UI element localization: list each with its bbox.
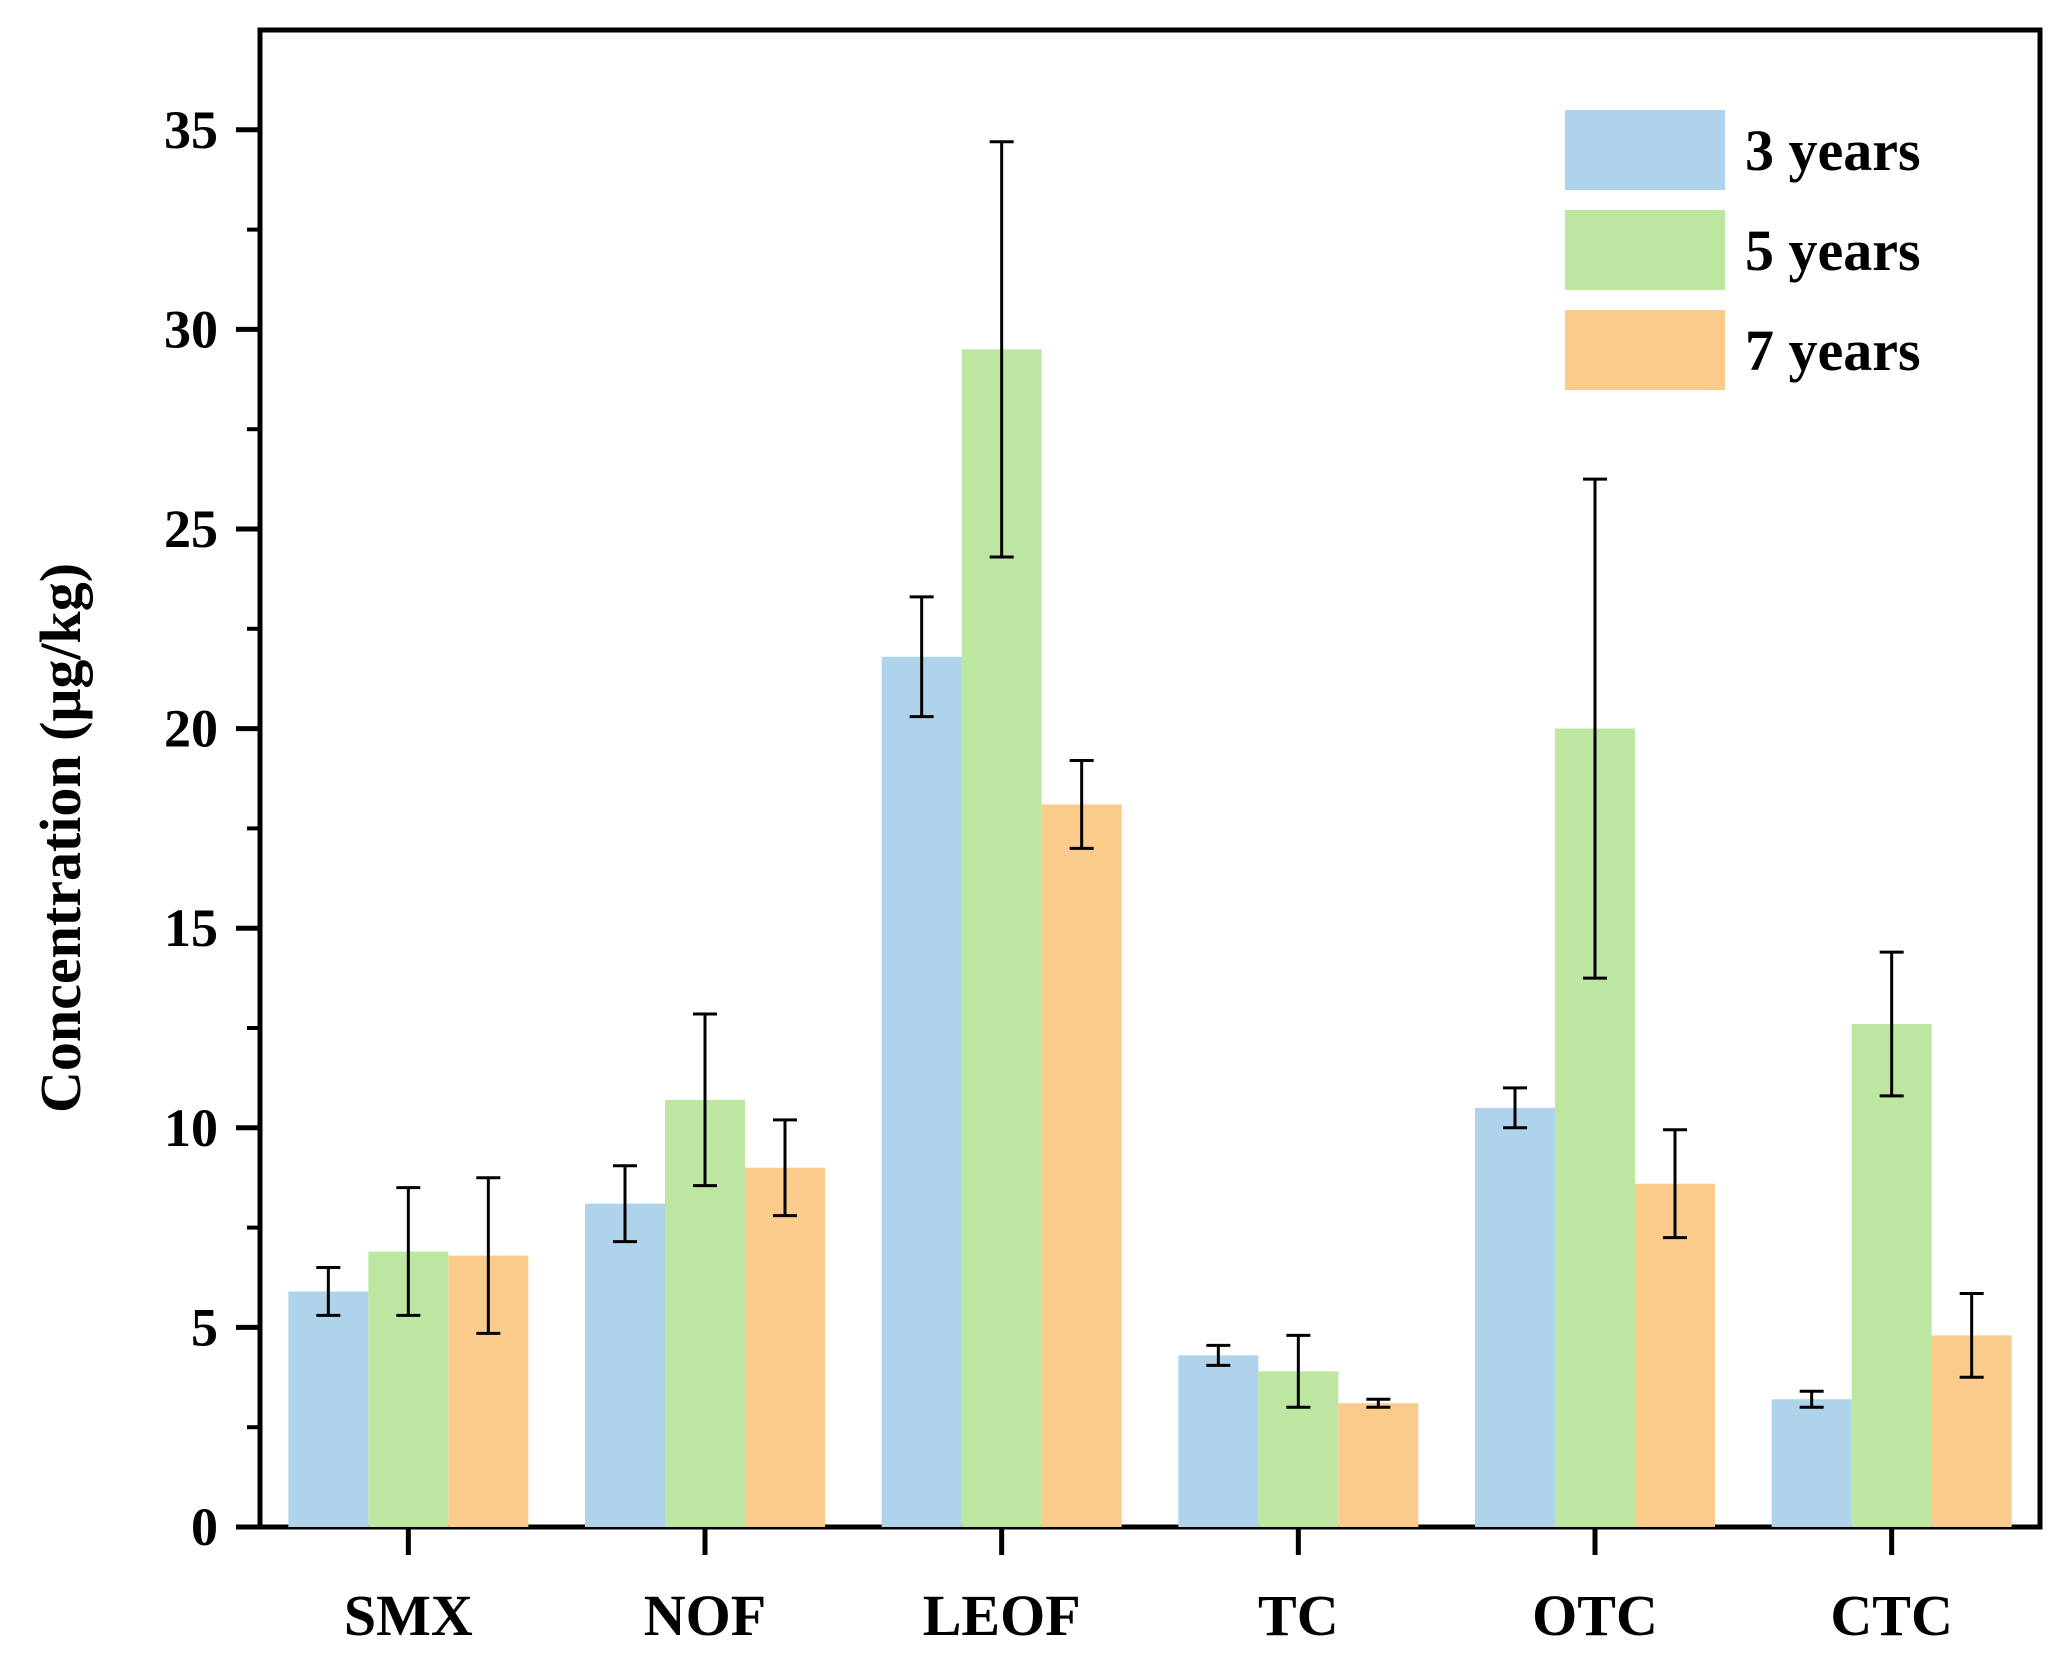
x-tick-label-tc: TC [1258, 1583, 1339, 1648]
bar-otc-3-years [1475, 1107, 1555, 1527]
y-tick-label: 0 [191, 1497, 218, 1557]
error-bar-nof-7-years [773, 1118, 797, 1218]
bar-ctc-3-years [1771, 1399, 1852, 1527]
bar-nof-7-years [745, 1167, 825, 1527]
y-tick-label: 20 [164, 699, 218, 759]
legend-swatch [1565, 210, 1725, 290]
error-bar-smx-7-years [476, 1176, 501, 1335]
error-bar-tc-3-years [1206, 1343, 1231, 1367]
error-bar-nof-5-years [693, 1012, 717, 1188]
y-tick-label: 30 [164, 299, 218, 359]
y-axis: 0 5 10 15 20 25 30 35 [164, 100, 260, 1557]
bar-leof-7-years [1041, 804, 1122, 1527]
plot-area [257, 27, 2043, 1530]
y-tick-label: 15 [164, 898, 218, 958]
y-tick-label: 35 [164, 100, 218, 160]
y-tick-label: 5 [191, 1297, 218, 1357]
legend-item-5-years: 5 years [1565, 210, 1921, 290]
error-bar-ctc-5-years [1879, 950, 1904, 1098]
error-bar-smx-5-years [396, 1186, 421, 1317]
error-bar-ctc-3-years [1799, 1389, 1824, 1409]
bar-tc-7-years [1338, 1403, 1419, 1527]
legend-swatch [1565, 110, 1725, 190]
x-tick-label-leof: LEOF [923, 1583, 1081, 1648]
bar-nof-3-years [585, 1203, 665, 1527]
y-tick-label: 10 [164, 1098, 218, 1158]
error-bar-nof-3-years [613, 1164, 637, 1244]
legend-label: 5 years [1745, 218, 1921, 283]
error-bar-otc-5-years [1583, 477, 1607, 980]
x-axis: SMX NOF LEOF TC OTC CTC [344, 1527, 1953, 1648]
error-bar-smx-3-years [316, 1266, 341, 1317]
x-tick-label-ctc: CTC [1830, 1583, 1952, 1648]
x-tick-label-smx: SMX [344, 1583, 473, 1648]
y-axis-title: Concentration (μg/kg) [28, 563, 93, 1113]
error-bar-leof-7-years [1069, 759, 1094, 850]
x-tick-label-nof: NOF [644, 1583, 766, 1648]
y-tick-label: 25 [164, 499, 218, 559]
error-bar-ctc-7-years [1959, 1291, 1984, 1379]
error-bar-otc-7-years [1663, 1128, 1687, 1240]
error-bars [316, 140, 1984, 1409]
bar-smx-3-years [288, 1291, 369, 1527]
bar-tc-3-years [1178, 1355, 1259, 1527]
error-bar-tc-7-years [1366, 1397, 1391, 1409]
legend-item-3-years: 3 years [1565, 110, 1921, 190]
bar-otc-7-years [1635, 1183, 1715, 1527]
error-bar-leof-5-years [989, 140, 1014, 559]
legend: 3 years 5 years 7 years [1565, 110, 1921, 390]
legend-label: 7 years [1745, 318, 1921, 383]
error-bar-leof-3-years [909, 595, 934, 719]
bar-leof-3-years [881, 656, 962, 1527]
bars [288, 349, 2012, 1527]
legend-label: 3 years [1745, 118, 1921, 183]
legend-swatch [1565, 310, 1725, 390]
error-bar-tc-5-years [1286, 1333, 1311, 1409]
bar-ctc-5-years [1851, 1024, 1932, 1527]
error-bar-otc-3-years [1503, 1086, 1527, 1130]
plot-frame [257, 27, 2043, 1530]
legend-item-7-years: 7 years [1565, 310, 1921, 390]
x-tick-label-otc: OTC [1532, 1583, 1658, 1648]
